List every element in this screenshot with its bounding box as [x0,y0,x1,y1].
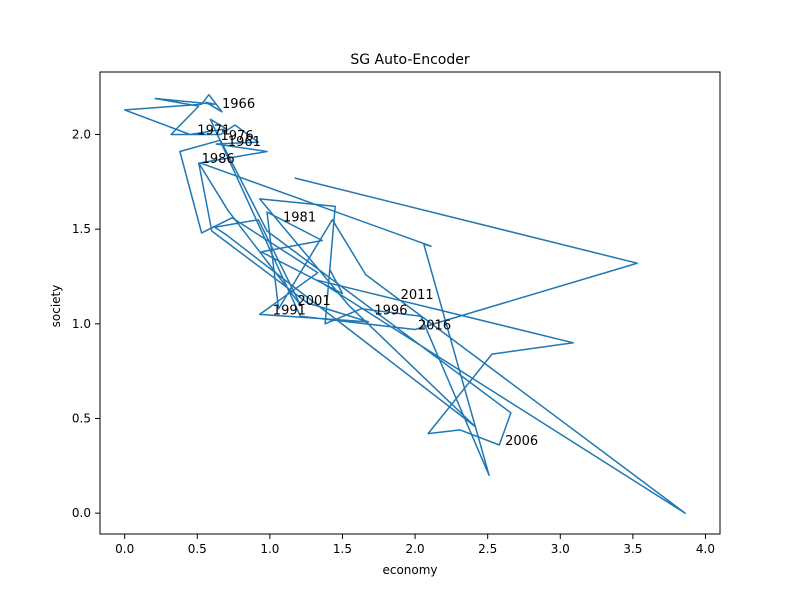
point-annotation: 1966 [222,97,255,112]
chart-title: SG Auto-Encoder [350,52,469,68]
point-annotation: 2016 [418,319,451,334]
x-tick-label: 2.5 [478,542,497,556]
x-axis-label: economy [382,563,437,577]
plot-frame [99,71,721,535]
x-tick-label: 0.0 [115,542,134,556]
x-tick-label: 2.0 [406,542,425,556]
y-tick-label: 2.0 [72,127,91,141]
series-line [123,93,686,514]
x-tick-label: 4.0 [696,542,715,556]
x-tick-label: 3.0 [551,542,570,556]
point-annotation: 2011 [401,288,434,303]
point-annotation: 1981 [283,211,316,226]
point-annotation: 2001 [298,294,331,309]
y-tick-label: 1.0 [72,317,91,331]
point-annotation: 1991 [273,303,306,318]
x-tick-label: 0.5 [188,542,207,556]
point-annotation: 1976 [221,129,254,144]
point-annotation: 1986 [202,152,235,167]
y-axis-label: society [49,285,63,328]
x-tick-label: 3.5 [623,542,642,556]
x-tick-label: 1.0 [260,542,279,556]
point-annotation: 1961 [228,135,261,150]
point-annotation: 1971 [197,124,230,139]
y-tick-label: 0.0 [72,506,91,520]
y-tick-label: 0.5 [72,412,91,426]
x-tick-label: 1.5 [333,542,352,556]
point-annotation: 1996 [374,303,407,318]
point-annotation: 2006 [505,434,538,449]
y-tick-label: 1.5 [72,222,91,236]
